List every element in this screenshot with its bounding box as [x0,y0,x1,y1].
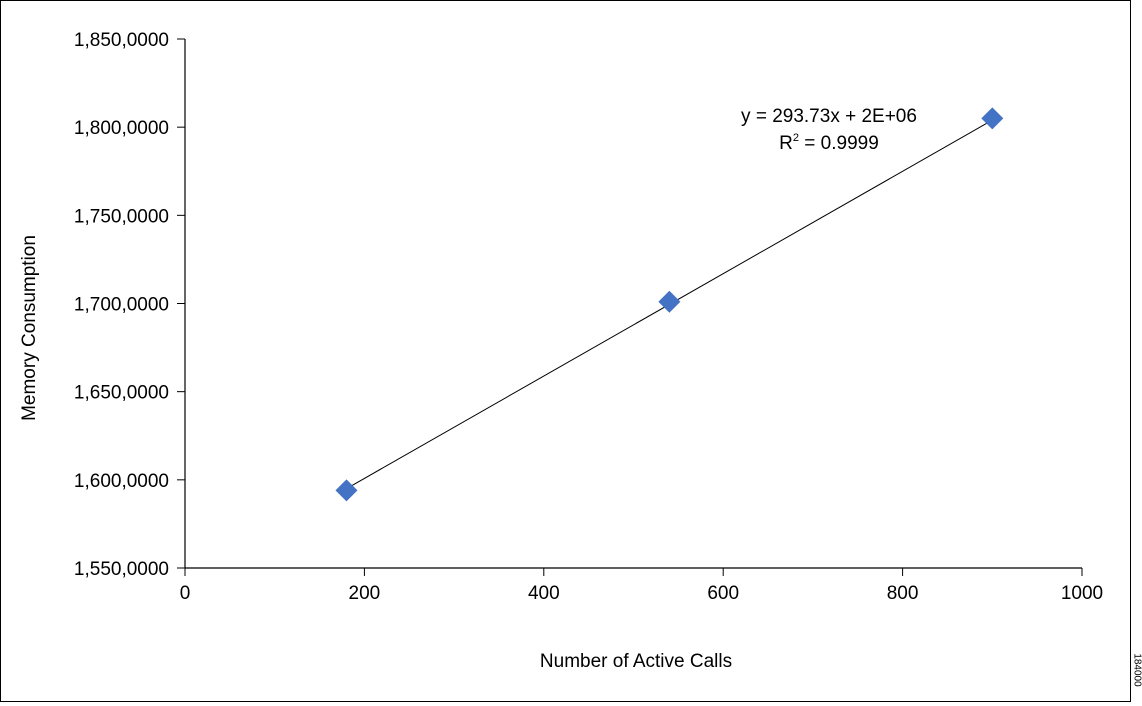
x-tick-label: 200 [349,583,381,604]
data-point [658,290,681,313]
y-tick-label: 1,600,0000 [74,471,169,492]
y-axis-label: Memory Consumption [19,235,40,421]
x-axis-label: Number of Active Calls [540,651,732,672]
x-tick-label: 800 [887,583,919,604]
y-tick-label: 1,800,0000 [74,118,169,139]
y-tick-label: 1,750,0000 [74,206,169,227]
data-point [981,107,1004,130]
x-tick-label: 600 [707,583,739,604]
x-tick-label: 1000 [1061,583,1103,604]
trendline-r-squared: R2 = 0.9999 [779,132,879,154]
x-tick-label: 0 [180,583,191,604]
y-tick-label: 1,850,0000 [74,30,169,51]
figure-id: 184000 [1132,653,1142,687]
data-point [335,479,358,502]
y-tick-label: 1,550,0000 [74,559,169,580]
trendline-equation: y = 293.73x + 2E+06 [741,106,917,127]
x-tick-label: 400 [528,583,560,604]
y-tick-label: 1,650,0000 [74,383,169,404]
y-tick-label: 1,700,0000 [74,295,169,316]
